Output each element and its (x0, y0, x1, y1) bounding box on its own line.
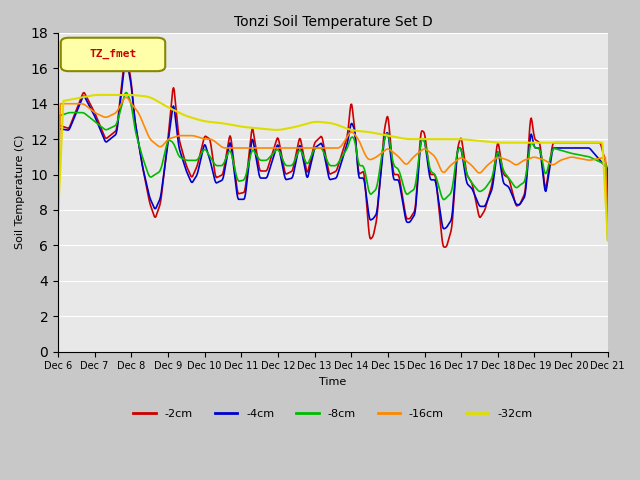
Y-axis label: Soil Temperature (C): Soil Temperature (C) (15, 135, 25, 250)
X-axis label: Time: Time (319, 377, 346, 387)
Title: Tonzi Soil Temperature Set D: Tonzi Soil Temperature Set D (234, 15, 432, 29)
Legend: -2cm, -4cm, -8cm, -16cm, -32cm: -2cm, -4cm, -8cm, -16cm, -32cm (129, 405, 537, 424)
FancyBboxPatch shape (61, 38, 165, 71)
Text: TZ_fmet: TZ_fmet (90, 49, 136, 60)
